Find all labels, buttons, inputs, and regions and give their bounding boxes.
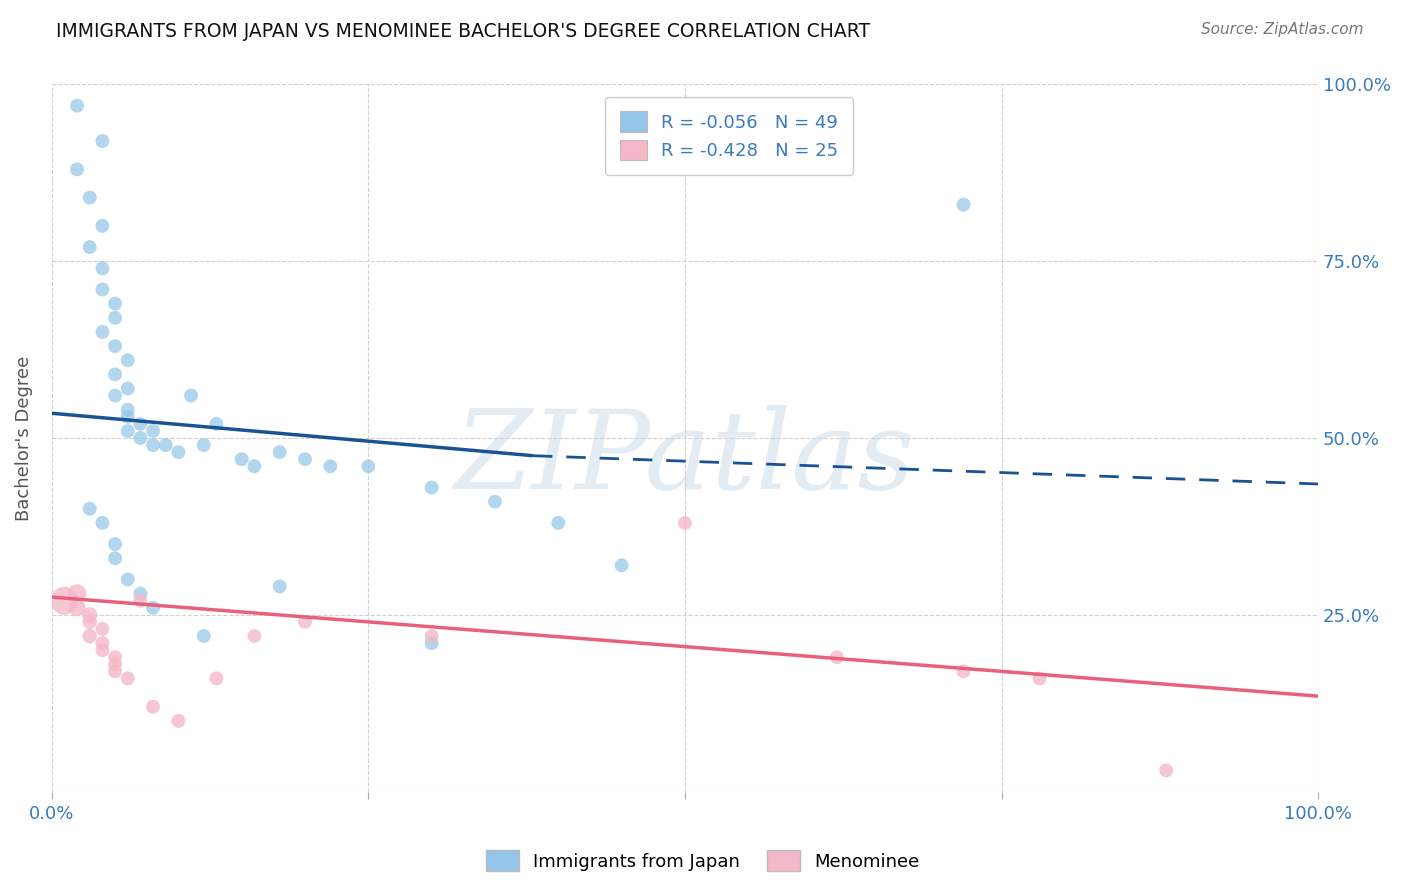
Point: [420, 481, 443, 495]
Point: [825, 650, 848, 665]
Text: Source: ZipAtlas.com: Source: ZipAtlas.com: [1201, 22, 1364, 37]
Point: [142, 699, 165, 714]
Point: [357, 459, 380, 474]
Point: [117, 382, 139, 396]
Point: [66, 600, 89, 615]
Point: [142, 600, 165, 615]
Point: [91, 636, 114, 650]
Point: [91, 643, 114, 657]
Point: [117, 402, 139, 417]
Point: [673, 516, 696, 530]
Point: [104, 551, 127, 566]
Point: [91, 134, 114, 148]
Point: [104, 368, 127, 382]
Point: [91, 516, 114, 530]
Point: [91, 219, 114, 233]
Point: [420, 629, 443, 643]
Point: [167, 714, 190, 728]
Point: [180, 388, 202, 402]
Point: [129, 417, 152, 431]
Text: ZIPatlas: ZIPatlas: [454, 406, 915, 513]
Point: [205, 672, 228, 686]
Text: IMMIGRANTS FROM JAPAN VS MENOMINEE BACHELOR'S DEGREE CORRELATION CHART: IMMIGRANTS FROM JAPAN VS MENOMINEE BACHE…: [56, 22, 870, 41]
Point: [420, 636, 443, 650]
Point: [155, 438, 177, 452]
Point: [243, 459, 266, 474]
Point: [117, 573, 139, 587]
Point: [142, 438, 165, 452]
Point: [91, 283, 114, 297]
Point: [117, 353, 139, 368]
Point: [269, 580, 291, 594]
Point: [547, 516, 569, 530]
Point: [91, 622, 114, 636]
Point: [79, 501, 101, 516]
Point: [104, 296, 127, 310]
Point: [269, 445, 291, 459]
Point: [117, 672, 139, 686]
Point: [294, 615, 316, 629]
Point: [129, 586, 152, 600]
Point: [952, 665, 974, 679]
Legend: Immigrants from Japan, Menominee: Immigrants from Japan, Menominee: [479, 843, 927, 879]
Point: [319, 459, 342, 474]
Point: [484, 494, 506, 508]
Point: [53, 593, 76, 607]
Point: [193, 629, 215, 643]
Point: [1028, 672, 1050, 686]
Point: [117, 424, 139, 438]
Point: [142, 424, 165, 438]
Point: [104, 310, 127, 325]
Legend: R = -0.056   N = 49, R = -0.428   N = 25: R = -0.056 N = 49, R = -0.428 N = 25: [606, 97, 853, 175]
Point: [129, 431, 152, 445]
Point: [66, 98, 89, 112]
Point: [104, 657, 127, 672]
Point: [610, 558, 633, 573]
Point: [79, 191, 101, 205]
Point: [205, 417, 228, 431]
Point: [193, 438, 215, 452]
Point: [79, 240, 101, 254]
Point: [104, 665, 127, 679]
Point: [79, 615, 101, 629]
Point: [294, 452, 316, 467]
Point: [129, 593, 152, 607]
Point: [91, 325, 114, 339]
Point: [66, 162, 89, 177]
Point: [104, 339, 127, 353]
Point: [1154, 764, 1177, 778]
Point: [104, 388, 127, 402]
Point: [79, 607, 101, 622]
Point: [231, 452, 253, 467]
Point: [91, 261, 114, 276]
Point: [104, 537, 127, 551]
Point: [952, 197, 974, 211]
Point: [104, 650, 127, 665]
Point: [117, 409, 139, 424]
Point: [66, 586, 89, 600]
Point: [243, 629, 266, 643]
Point: [79, 629, 101, 643]
Y-axis label: Bachelor's Degree: Bachelor's Degree: [15, 355, 32, 521]
Point: [167, 445, 190, 459]
